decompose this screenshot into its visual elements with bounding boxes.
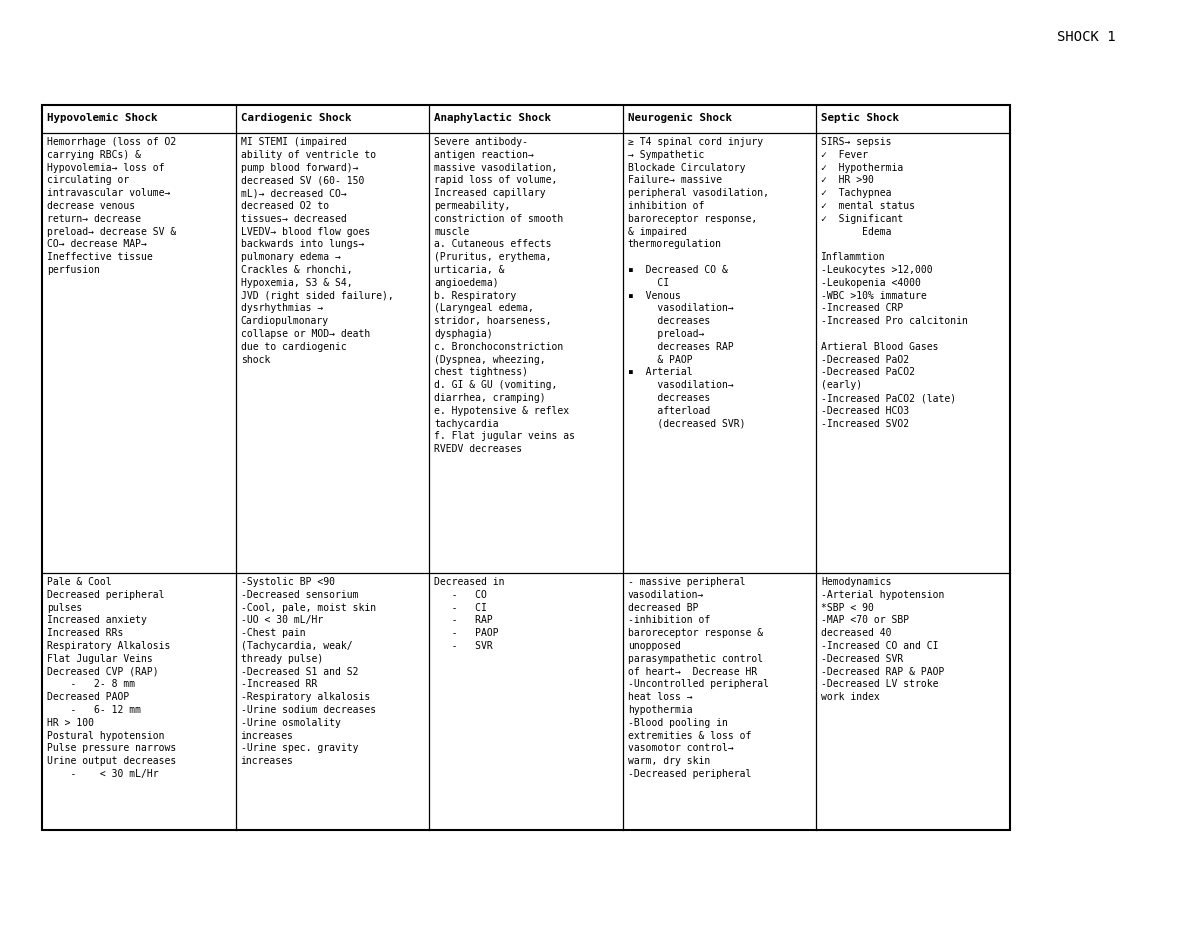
Text: Cardiogenic Shock: Cardiogenic Shock	[240, 113, 352, 123]
Text: Pale & Cool
Decreased peripheral
pulses
Increased anxiety
Increased RRs
Respirat: Pale & Cool Decreased peripheral pulses …	[47, 577, 176, 779]
Text: Septic Shock: Septic Shock	[821, 113, 900, 123]
Text: MI STEMI (impaired
ability of ventricle to
pump blood forward)→
decreased SV (60: MI STEMI (impaired ability of ventricle …	[240, 137, 394, 364]
Text: SIRS→ sepsis
✓  Fever
✓  Hypothermia
✓  HR >90
✓  Tachypnea
✓  mental status
✓  : SIRS→ sepsis ✓ Fever ✓ Hypothermia ✓ HR …	[821, 137, 968, 428]
Text: Neurogenic Shock: Neurogenic Shock	[628, 113, 732, 123]
Text: Hemorrhage (loss of O2
carrying RBCs) &
Hypovolemia→ loss of
circulating or
intr: Hemorrhage (loss of O2 carrying RBCs) & …	[47, 137, 176, 275]
Bar	[42, 105, 1010, 830]
Text: Hemodynamics
-Arterial hypotension
*SBP < 90
-MAP <70 or SBP
decreased 40
-Incre: Hemodynamics -Arterial hypotension *SBP …	[821, 577, 944, 702]
Text: Severe antibody-
antigen reaction→
massive vasodilation,
rapid loss of volume,
I: Severe antibody- antigen reaction→ massi…	[434, 137, 575, 454]
Text: - massive peripheral
vasodilation→
decreased BP
-inhibition of
baroreceptor resp: - massive peripheral vasodilation→ decre…	[628, 577, 769, 779]
Text: Decreased in
   -   CO
   -   CI
   -   RAP
   -   PAOP
   -   SVR: Decreased in - CO - CI - RAP - PAOP - SV…	[434, 577, 505, 651]
Text: SHOCK 1: SHOCK 1	[1057, 30, 1115, 44]
Text: Hypovolemic Shock: Hypovolemic Shock	[47, 113, 157, 123]
Text: Anaphylactic Shock: Anaphylactic Shock	[434, 113, 551, 123]
Text: ≥ T4 spinal cord injury
→ Sympathetic
Blockade Circulatory
Failure→ massive
peri: ≥ T4 spinal cord injury → Sympathetic Bl…	[628, 137, 769, 428]
Text: -Systolic BP <90
-Decreased sensorium
-Cool, pale, moist skin
-UO < 30 mL/Hr
-Ch: -Systolic BP <90 -Decreased sensorium -C…	[240, 577, 376, 767]
